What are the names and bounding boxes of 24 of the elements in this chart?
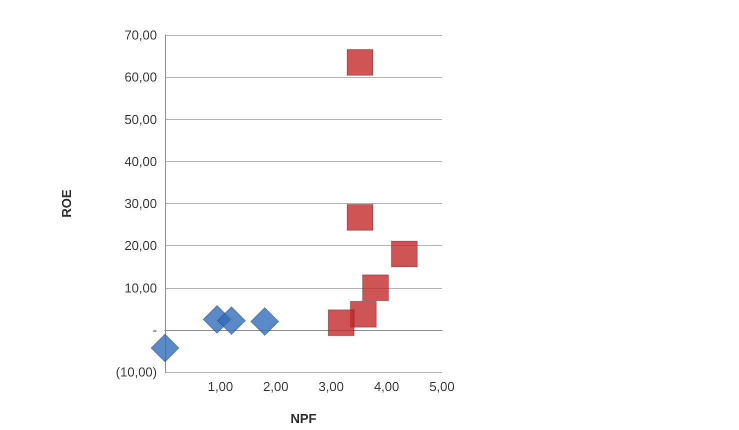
point (362, 274, 390, 302)
point (216, 306, 246, 336)
y-tick-label: 60,00 (124, 70, 157, 85)
y-tick-label: 20,00 (124, 238, 157, 254)
y-tick-label: 40,00 (124, 154, 157, 169)
x-axis-title: NPF (290, 411, 317, 426)
point (346, 48, 374, 76)
y-tick-label: 10,00 (124, 280, 157, 296)
x-tick-label: 4,00 (374, 379, 400, 394)
point (328, 309, 355, 336)
point (150, 333, 180, 362)
y-tick-label: - (152, 322, 157, 338)
y-tick-label: 70,00 (124, 28, 157, 42)
x-tick-label: 5,00 (429, 379, 455, 394)
x-tick-label: 2,00 (263, 379, 288, 394)
y-axis-title: ROE (59, 189, 74, 218)
y-tick-label: 50,00 (124, 112, 157, 127)
point (346, 204, 374, 231)
x-tick-label: 1,00 (208, 379, 234, 394)
x-tick-label: 3,00 (318, 379, 344, 394)
y-tick-label: (10,00) (116, 364, 157, 380)
y-tick-label: 30,00 (124, 196, 157, 211)
point (390, 240, 418, 268)
point (250, 306, 280, 336)
